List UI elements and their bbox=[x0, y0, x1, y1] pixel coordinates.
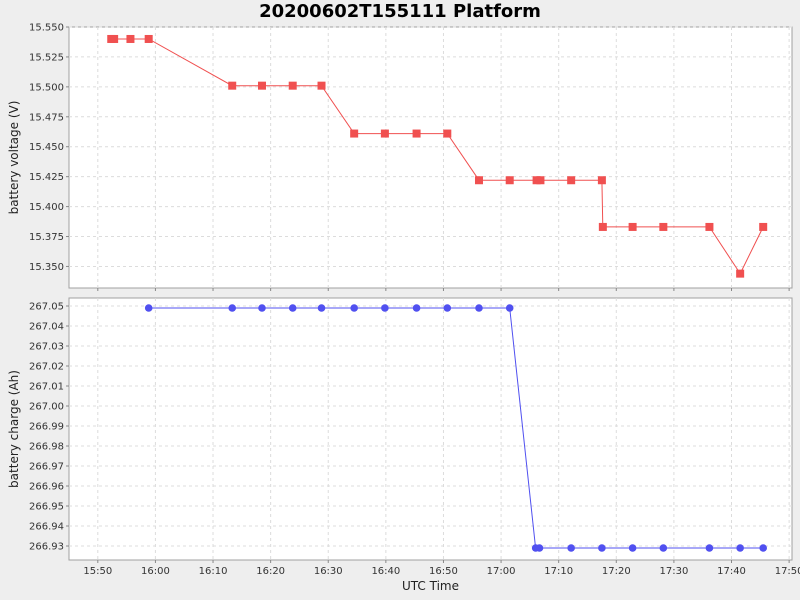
y-tick-label: 15.550 bbox=[29, 23, 64, 34]
y-tick-label: 267.03 bbox=[29, 342, 64, 353]
data-point bbox=[598, 544, 606, 552]
y-tick-label: 266.95 bbox=[29, 502, 64, 513]
x-tick-label: 17:10 bbox=[544, 566, 573, 577]
x-tick-label: 17:00 bbox=[487, 566, 516, 577]
data-point bbox=[705, 222, 714, 231]
series-line bbox=[148, 307, 764, 549]
data-point bbox=[443, 304, 452, 312]
series-line bbox=[111, 38, 764, 275]
y-tick-label: 15.375 bbox=[29, 232, 64, 243]
y-tick-label: 266.98 bbox=[29, 442, 64, 453]
data-point bbox=[567, 544, 575, 552]
data-point bbox=[659, 544, 668, 552]
data-point bbox=[759, 544, 767, 552]
x-tick-label: 16:20 bbox=[256, 566, 285, 577]
y-tick-label: 15.525 bbox=[29, 52, 64, 63]
x-tick-label: 16:00 bbox=[141, 566, 170, 577]
data-point bbox=[412, 304, 421, 312]
y-tick-label: 15.425 bbox=[29, 172, 64, 183]
data-point bbox=[381, 304, 389, 312]
x-tick-label: 16:30 bbox=[314, 566, 343, 577]
y-tick-label: 266.96 bbox=[29, 482, 64, 493]
data-point bbox=[350, 304, 358, 312]
y-tick-label: 267.00 bbox=[29, 402, 64, 413]
x-tick-label: 16:50 bbox=[429, 566, 458, 577]
data-point bbox=[474, 176, 483, 185]
data-point bbox=[505, 304, 514, 312]
y-axis-label: battery voltage (V) bbox=[7, 101, 21, 215]
data-point bbox=[228, 81, 237, 90]
plot-panel-2: 266.93 266.94 266.95 266.96 266.97 266.98 266.… bbox=[7, 297, 800, 593]
x-tick-label: 17:30 bbox=[659, 566, 688, 577]
x-tick-label: 16:40 bbox=[371, 566, 400, 577]
data-point bbox=[736, 269, 745, 278]
data-point bbox=[536, 176, 545, 185]
data-point bbox=[288, 81, 297, 90]
data-point bbox=[412, 129, 421, 138]
data-point bbox=[288, 304, 297, 312]
data-point bbox=[126, 34, 135, 43]
data-point bbox=[317, 304, 326, 312]
y-tick-label: 266.99 bbox=[29, 422, 64, 433]
data-point bbox=[317, 81, 326, 90]
data-point bbox=[628, 222, 637, 231]
plot-area bbox=[68, 26, 793, 289]
data-point bbox=[350, 129, 359, 138]
data-point bbox=[505, 176, 514, 185]
data-point bbox=[443, 129, 452, 138]
x-tick-label: 17:50 bbox=[775, 566, 800, 577]
data-point bbox=[475, 304, 483, 312]
plot-panel-1: 15.350 15.375 15.400 15.425 15.450 15.475 15.5… bbox=[7, 23, 793, 291]
data-point bbox=[736, 544, 744, 552]
data-point bbox=[759, 222, 768, 231]
data-point bbox=[228, 304, 237, 312]
x-axis-label: UTC Time bbox=[402, 579, 459, 593]
x-tick-label: 15:50 bbox=[83, 566, 112, 577]
y-tick-label: 267.04 bbox=[29, 322, 64, 333]
x-tick-label: 17:20 bbox=[602, 566, 631, 577]
y-tick-label: 267.05 bbox=[29, 302, 64, 313]
data-point bbox=[628, 544, 637, 552]
data-point bbox=[597, 176, 606, 185]
data-point bbox=[258, 304, 266, 312]
y-tick-label: 15.350 bbox=[29, 262, 64, 273]
y-tick-label: 15.450 bbox=[29, 142, 64, 153]
chart-title: 20200602T155111 Platform bbox=[259, 1, 541, 22]
x-tick-label: 17:40 bbox=[717, 566, 746, 577]
data-point bbox=[257, 81, 266, 90]
data-point bbox=[144, 304, 153, 312]
data-point bbox=[567, 176, 576, 185]
data-point bbox=[380, 129, 389, 138]
data-point bbox=[705, 544, 714, 552]
data-point bbox=[110, 34, 119, 43]
y-tick-label: 15.500 bbox=[29, 82, 64, 93]
data-point bbox=[144, 34, 153, 43]
y-tick-label: 266.94 bbox=[29, 522, 64, 533]
x-tick-label: 16:10 bbox=[199, 566, 228, 577]
y-tick-label: 267.02 bbox=[29, 362, 64, 373]
data-point bbox=[598, 222, 607, 231]
data-point bbox=[659, 222, 668, 231]
y-axis-label: battery charge (Ah) bbox=[7, 370, 21, 488]
y-tick-label: 266.93 bbox=[29, 542, 64, 553]
y-tick-label: 15.475 bbox=[29, 112, 64, 123]
y-tick-label: 267.01 bbox=[29, 382, 64, 393]
y-tick-label: 266.97 bbox=[29, 462, 64, 473]
plot-area bbox=[68, 297, 793, 561]
y-tick-label: 15.400 bbox=[29, 202, 64, 213]
data-point bbox=[535, 544, 544, 552]
